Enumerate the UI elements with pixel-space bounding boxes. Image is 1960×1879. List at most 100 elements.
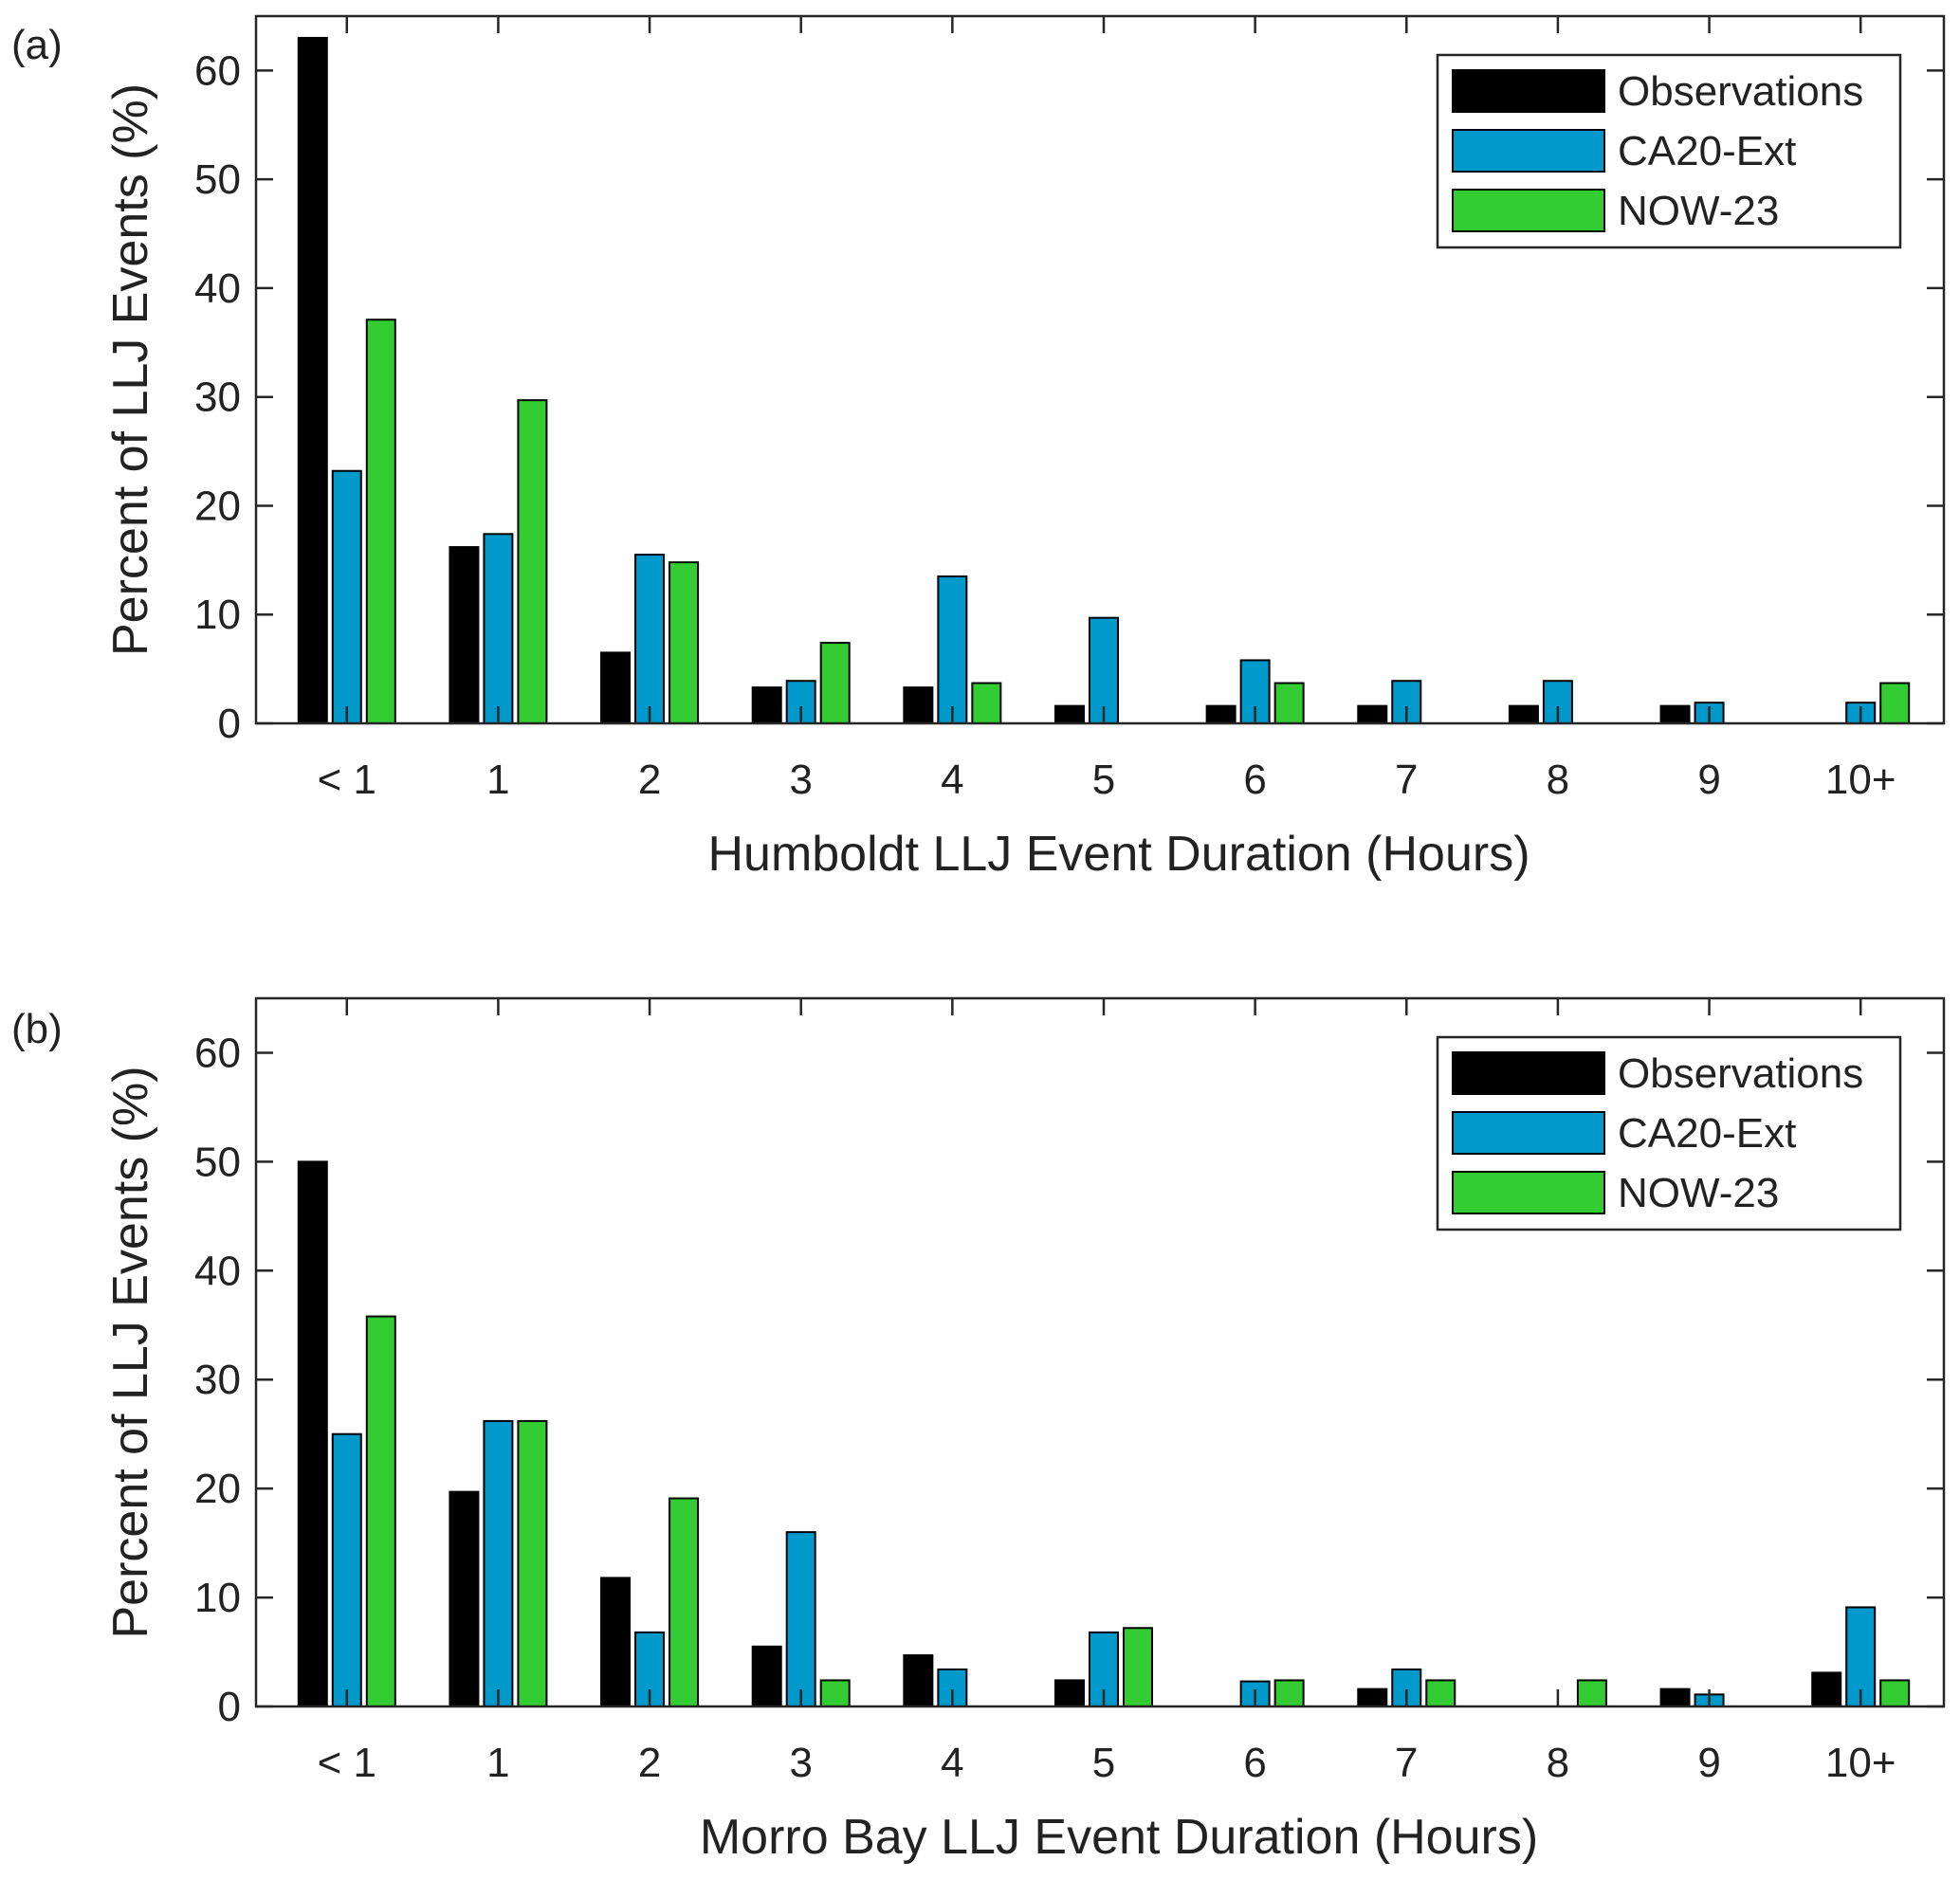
bar-observations-0	[297, 1160, 328, 1707]
x-tick-label: 2	[638, 1740, 661, 1786]
x-tick-label: 1	[486, 757, 509, 803]
x-tick-label: 4	[941, 757, 963, 803]
bar-ca20-ext-5	[1088, 616, 1119, 724]
legend-label: Observations	[1618, 68, 1863, 115]
bar-now-23-10	[1879, 1679, 1911, 1707]
bar-observations-3	[751, 1645, 782, 1708]
legend-swatch	[1452, 69, 1605, 113]
legend-swatch	[1452, 1171, 1605, 1214]
y-tick-label: 40	[194, 265, 241, 312]
bar-observations-0	[297, 36, 328, 724]
x-tick-label: 9	[1697, 757, 1720, 803]
bar-now-23-5	[1122, 1627, 1153, 1707]
x-tick-label: < 1	[318, 757, 376, 803]
y-tick-label: 0	[218, 701, 241, 747]
bar-observations-7	[1357, 1687, 1388, 1707]
x-tick-label: 9	[1697, 1740, 1720, 1786]
bar-ca20-ext-1	[483, 533, 514, 724]
panel-letter: (a)	[11, 22, 63, 68]
bar-now-23-4	[971, 682, 1002, 725]
y-tick-label: 50	[194, 156, 241, 203]
x-tick-label: 5	[1092, 757, 1115, 803]
bar-observations-1	[449, 1490, 480, 1708]
bar-ca20-ext-3	[785, 1531, 816, 1707]
bar-observations-9	[1659, 704, 1691, 724]
y-tick-label: 50	[194, 1139, 241, 1185]
legend-label: NOW-23	[1618, 1170, 1779, 1216]
y-tick-label: 60	[194, 47, 241, 94]
x-tick-label: 6	[1243, 757, 1266, 803]
bar-observations-9	[1659, 1687, 1691, 1707]
bar-ca20-ext-3	[785, 680, 816, 724]
legend-label: Observations	[1618, 1050, 1863, 1097]
bar-ca20-ext-4	[937, 575, 968, 724]
legend-swatch	[1452, 1051, 1605, 1095]
legend: Observations CA20-Ext NOW-23	[1436, 53, 1902, 249]
bar-ca20-ext-0	[331, 469, 362, 724]
bar-ca20-ext-2	[634, 554, 666, 724]
axes-frame	[254, 996, 1946, 1708]
legend-swatch	[1452, 189, 1605, 232]
bar-now-23-2	[669, 561, 700, 724]
bar-now-23-3	[819, 642, 851, 724]
y-tick-label: 40	[194, 1248, 241, 1294]
x-tick-label: < 1	[318, 1740, 376, 1786]
bar-now-23-1	[517, 399, 548, 724]
legend: Observations CA20-Ext NOW-23	[1436, 1035, 1902, 1231]
x-tick-label: 6	[1243, 1740, 1266, 1786]
bar-now-23-6	[1273, 1679, 1305, 1707]
x-tick-label: 10+	[1825, 1740, 1896, 1786]
bar-now-23-10	[1879, 682, 1911, 725]
bar-observations-2	[600, 651, 632, 725]
x-tick-label: 4	[941, 1740, 963, 1786]
bar-observations-5	[1053, 704, 1085, 724]
panel-letter: (b)	[11, 1006, 63, 1052]
y-tick-label: 10	[194, 592, 241, 638]
x-axis-label: Humboldt LLJ Event Duration (Hours)	[707, 827, 1530, 882]
bar-now-23-1	[517, 1419, 548, 1707]
legend-label: CA20-Ext	[1618, 1110, 1796, 1157]
bar-now-23-2	[669, 1497, 700, 1708]
x-tick-label: 1	[486, 1740, 509, 1786]
bar-now-23-6	[1273, 682, 1305, 725]
bar-now-23-8	[1576, 1679, 1607, 1707]
x-tick-label: 7	[1395, 1740, 1418, 1786]
x-tick-label: 10+	[1825, 757, 1896, 803]
chart-panel-a: 0 10 20 30 40 50 60 < 1 1 2 3 4 5 6 7 8 9 10+ Humboldt LLJ…	[11, 14, 1946, 882]
bar-observations-10	[1811, 1671, 1842, 1708]
bar-observations-7	[1357, 704, 1388, 724]
y-tick-label: 20	[194, 483, 241, 529]
bar-now-23-0	[365, 319, 396, 724]
legend-swatch	[1452, 129, 1605, 173]
x-tick-label: 2	[638, 757, 661, 803]
x-tick-label: 8	[1547, 757, 1569, 803]
bar-observations-5	[1053, 1679, 1085, 1707]
bar-now-23-7	[1425, 1679, 1456, 1707]
bar-ca20-ext-0	[331, 1432, 362, 1707]
legend-label: CA20-Ext	[1618, 128, 1796, 174]
y-tick-label: 10	[194, 1575, 241, 1621]
bar-observations-8	[1508, 704, 1539, 724]
legend-swatch	[1452, 1111, 1605, 1155]
y-tick-label: 30	[194, 1357, 241, 1403]
y-tick-label: 20	[194, 1466, 241, 1512]
y-tick-label: 60	[194, 1030, 241, 1076]
axes-frame	[254, 14, 1946, 725]
legend-label: NOW-23	[1618, 188, 1779, 234]
x-tick-label: 3	[789, 757, 812, 803]
bar-observations-4	[903, 1653, 934, 1708]
x-tick-label: 7	[1395, 757, 1418, 803]
bar-now-23-0	[365, 1315, 396, 1708]
chart-panel-b: 0 10 20 30 40 50 60 < 1 1 2 3 4 5 6 7 8 9 10+ Morro Bay LL…	[11, 996, 1946, 1865]
x-tick-label: 8	[1547, 1740, 1569, 1786]
bar-observations-3	[751, 686, 782, 725]
x-axis-label: Morro Bay LLJ Event Duration (Hours)	[700, 1810, 1538, 1865]
y-axis-label: Percent of LLJ Events (%)	[103, 83, 158, 656]
x-tick-label: 5	[1092, 1740, 1115, 1786]
bar-now-23-3	[819, 1679, 851, 1707]
bar-ca20-ext-1	[483, 1419, 514, 1707]
bar-observations-2	[600, 1577, 632, 1707]
y-tick-label: 30	[194, 374, 241, 421]
y-axis-label: Percent of LLJ Events (%)	[103, 1066, 158, 1638]
